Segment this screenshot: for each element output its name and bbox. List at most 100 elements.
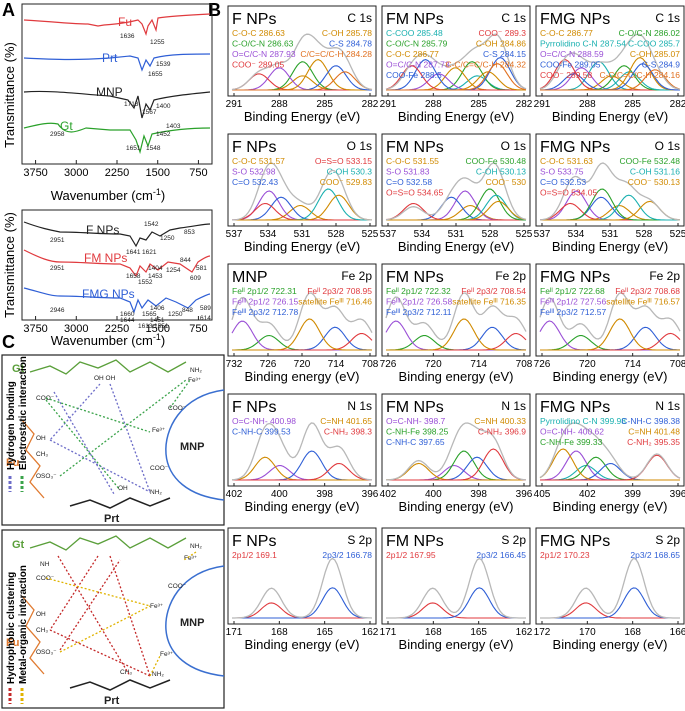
xps-tick-label: 537 xyxy=(380,229,397,240)
schematic-label-prt: Prt xyxy=(104,513,120,525)
xps-peak-curve xyxy=(232,462,372,481)
xps-peak-label: O=S=O 534.05 xyxy=(540,188,597,198)
xps-frame xyxy=(535,263,685,357)
xps-tick-label: 720 xyxy=(425,359,442,370)
fucoidan-chain-top xyxy=(21,419,45,499)
x-tick-label: 1500 xyxy=(145,167,169,179)
xps-envelope xyxy=(385,162,527,221)
ftir-bottom-ylabel: Transmittance (%) xyxy=(2,212,17,318)
x-tick-label: 1500 xyxy=(145,323,169,335)
xps-peak-label: C-O/C-N 286.02 xyxy=(619,28,681,38)
xps-peak-label: satellite Feᴵᴵᴵ 716.46 xyxy=(298,297,372,307)
xps-region-label: C 1s xyxy=(347,11,372,25)
ftir-top-legend-mnp: MNP xyxy=(96,85,123,99)
ftir-bottom-annot: 844 xyxy=(180,257,191,264)
xps-xlabel: Binding Energy (eV) xyxy=(552,109,668,124)
xps-peak-curve xyxy=(540,454,681,481)
xps-peak-curve xyxy=(232,318,372,351)
xps-panel: F NPs C 1s C-O-C 286.63C-O/C-N 286.63O=C/C… xyxy=(226,5,379,124)
xps-tick-label: 528 xyxy=(328,229,345,240)
xps-tick-label: 399 xyxy=(624,489,641,500)
electro-link xyxy=(169,379,191,409)
xps-peak-label: O=C/C-N 287.93 xyxy=(232,49,296,59)
xps-tick-label: 531 xyxy=(448,229,465,240)
xps-peak-curve xyxy=(231,456,372,481)
x-tick-label: 3000 xyxy=(64,323,88,335)
xps-tick-label: 534 xyxy=(260,229,277,240)
xps-envelope xyxy=(385,33,527,90)
xps-peak-curve xyxy=(385,202,526,221)
xps-peak-label: COO⁻ 530.13 xyxy=(628,177,680,187)
xps-frame xyxy=(381,263,531,357)
xps-envelope xyxy=(231,162,373,221)
ftir-top-series-fu xyxy=(23,13,211,36)
ftir-bottom-annot: 1613 xyxy=(138,323,153,330)
xps-peak-label: C-O-C 286.63 xyxy=(232,28,285,38)
schematic-chem: NH₂ xyxy=(150,489,162,496)
legend-metal-organic: Metal-organic interaction xyxy=(18,565,29,684)
ftir-top-xlabel: Wavenumber (cm-1) xyxy=(51,187,165,203)
xps-peak-label: C-O-C 531.57 xyxy=(232,156,285,166)
ftir-bottom-annot: 1621 xyxy=(142,249,157,256)
hydro-link xyxy=(109,555,151,677)
schematic-label-mnp: MNP xyxy=(180,441,204,453)
xps-tick-label: 537 xyxy=(226,229,243,240)
xps-peak-label: COO⁻ 289.05 xyxy=(232,60,284,70)
schematic-chem: COO⁻ xyxy=(168,583,187,590)
fucoidan-chain-bottom xyxy=(21,595,45,675)
xps-peak-label: Feᴵᴵ 2p3/2 708.95 xyxy=(307,286,372,296)
gelatin-chain-top xyxy=(29,359,187,375)
xps-tick-label: 726 xyxy=(260,359,277,370)
ftir-bottom-annot: 1565 xyxy=(142,311,157,318)
xps-sample-name: FMG NPs xyxy=(540,269,610,286)
schematic-chem: COO⁻ xyxy=(168,405,187,412)
xps-panel: FMG NPs N 1s Pyrrolidino C-N 399.98O=C-NH-… xyxy=(534,393,685,514)
xps-peak-label: C-OH 285.78 xyxy=(322,28,372,38)
xps-peak-label: C-NH-C 399.53 xyxy=(232,427,291,437)
xps-peak-label: Feᴵᴵᴵ 2p3/2 712.78 xyxy=(232,307,298,317)
electro-link xyxy=(59,379,187,477)
schematic-chem: Fe³⁺ xyxy=(188,377,202,384)
xps-sample-name: FM NPs xyxy=(386,11,444,28)
xps-peak-curve xyxy=(386,200,527,221)
xps-tick-label: 726 xyxy=(534,359,551,370)
xps-peak-label: C-OH 530.3 xyxy=(327,167,373,177)
xps-tick-label: 714 xyxy=(328,359,345,370)
ftir-bottom-series-fnps xyxy=(23,221,211,248)
schematic-bottom-frame xyxy=(1,529,225,709)
ftir-top-annot: 1400 xyxy=(156,103,171,110)
xps-panel: FM NPs O 1s C-O-C 531.55S-O 531.83C=O 532.… xyxy=(380,133,533,254)
xps-peak-curve xyxy=(540,335,680,351)
xps-peak-label: COO-Fe 530.48 xyxy=(466,156,527,166)
hbond-link xyxy=(109,383,151,493)
schematic-chem: OSO₃⁻ xyxy=(36,473,57,480)
xps-peak-curve xyxy=(386,204,526,221)
ftir-top-legend-prt: Prt xyxy=(102,51,118,65)
xps-peak-label: C-NH₂ 396.9 xyxy=(478,427,526,437)
ftir-top-annot: 1655 xyxy=(148,71,163,78)
xps-frame xyxy=(227,5,377,97)
ftir-top-annot: 1636 xyxy=(120,33,135,40)
schematic-chem: CH₃ xyxy=(36,627,48,634)
schematic-chem: Fe³⁺ xyxy=(184,555,198,562)
xps-tick-label: 288 xyxy=(271,99,288,110)
xps-region-label: Fe 2p xyxy=(495,269,526,283)
xps-region-label: N 1s xyxy=(501,399,526,413)
ftir-bottom-annot: 609 xyxy=(190,275,201,282)
xps-xlabel: Binding Energy (eV) xyxy=(398,109,514,124)
ftir-bottom-legend-fmgnps: FMG NPs xyxy=(82,287,135,301)
xps-peak-label: C=NH 401.65 xyxy=(320,416,372,426)
xps-tick-label: 402 xyxy=(226,489,243,500)
xps-peak-label: COO⁻ 530 xyxy=(486,177,527,187)
schematic-chem: Fe³⁺ xyxy=(150,603,164,610)
xps-sample-name: FMG NPs xyxy=(540,11,610,28)
schematic-chem: NH xyxy=(40,561,50,568)
xps-peak-label: Feᴵᴵ 2p1/2 722.31 xyxy=(232,286,297,296)
xps-region-label: Fe 2p xyxy=(341,269,372,283)
xps-peak-label: Pyrrolidino C-N 399.98 xyxy=(540,416,626,426)
xps-tick-label: 400 xyxy=(271,489,288,500)
xps-xlabel: Binding Energy (eV) xyxy=(244,239,360,254)
x-tick-label: 750 xyxy=(189,167,207,179)
xps-tick-label: 528 xyxy=(482,229,499,240)
